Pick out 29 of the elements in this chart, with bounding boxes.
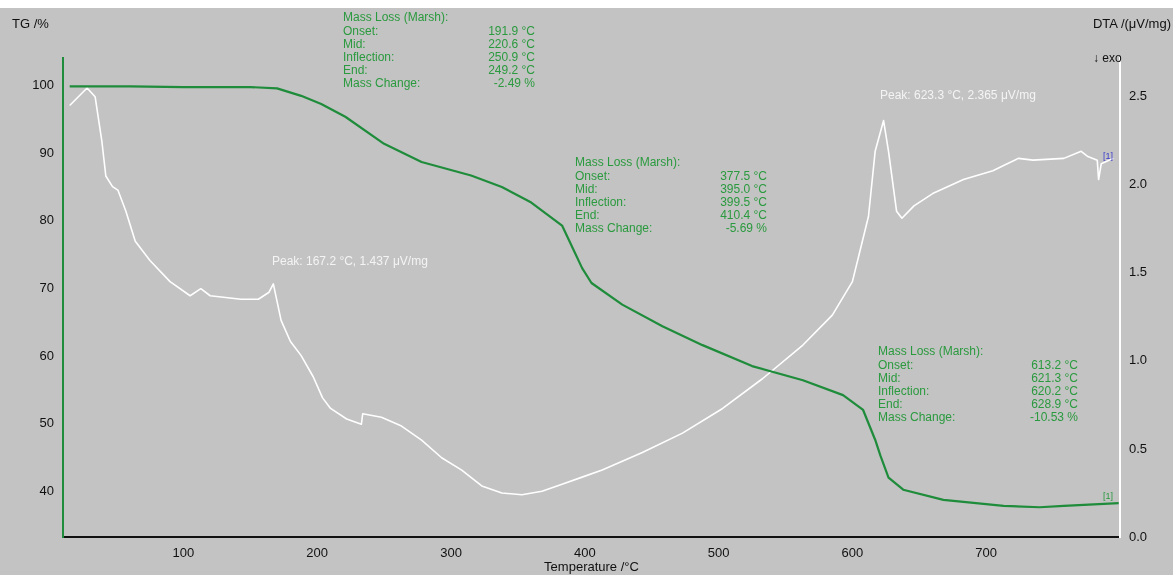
y2-tick-label: 1.5: [1129, 264, 1148, 280]
annotation: [1]: [1103, 490, 1114, 501]
x-tick-label: 100: [172, 545, 195, 561]
y-tick-label: 50: [39, 415, 54, 431]
y2-tick-label: 2.5: [1129, 88, 1148, 104]
y2-tick-label: 2.0: [1129, 176, 1148, 192]
y2-tick-label: 1.0: [1129, 352, 1148, 368]
annotation: ↓ exo: [1093, 51, 1123, 66]
y-tick-label: 60: [39, 347, 54, 363]
y2-axis-title: DTA /(μV/mg): [1092, 16, 1171, 32]
y-tick-label: 100: [32, 77, 54, 93]
x-tick-label: 700: [975, 545, 998, 561]
y-tick-label: 90: [39, 144, 54, 160]
y-axis-title: TG /%: [12, 16, 50, 32]
text: Mass Loss (Marsh): Onset: 377.5 °C Mid: 395.0 °C Inflection: 399.5 °C End: 410.4 °C Mass Change: -5.69 %: [575, 155, 767, 236]
x-tick-label: 500: [707, 545, 730, 561]
annotation: [1]: [1103, 150, 1114, 161]
text: Mass Loss (Marsh): Onset: 191.9 °C Mid: 220.6 °C Inflection: 250.9 °C End: 249.2 °C Mass Change: -2.49 %: [343, 10, 535, 91]
y2-tick-label: 0.5: [1129, 440, 1148, 456]
x-tick-label: 300: [440, 545, 462, 561]
y-tick-label: 70: [39, 279, 54, 295]
x-axis-title: Temperature /°C: [544, 559, 639, 575]
y-tick-label: 40: [39, 482, 54, 498]
y-tick-label: 80: [39, 212, 54, 228]
x-tick-label: 400: [573, 545, 596, 561]
y2-tick-label: 0.0: [1129, 528, 1148, 544]
text: Mass Loss (Marsh): Onset: 613.2 °C Mid: 621.3 °C Inflection: 620.2 °C End: 628.9 °C Mass Change: -10.53 %: [878, 344, 1078, 425]
x-tick-label: 600: [841, 545, 864, 561]
x-tick-label: 200: [306, 545, 329, 561]
